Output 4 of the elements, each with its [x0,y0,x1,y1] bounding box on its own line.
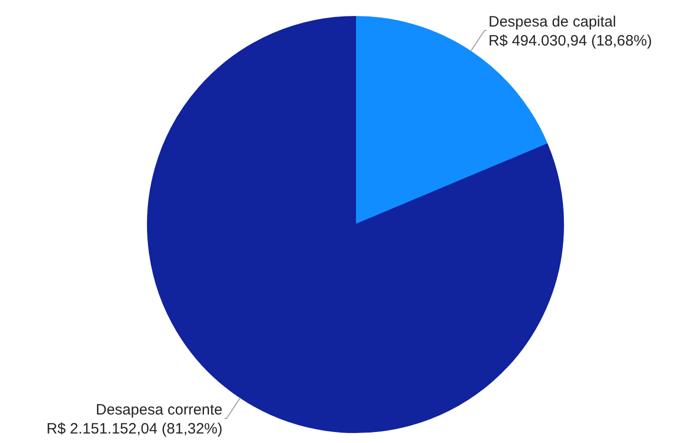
slice-label: Desapesa corrente [96,402,223,419]
data-label: R$ 494.030,94 (18,68%) [488,32,652,50]
data-label: R$ 2.151.152,04 (81,32%) [46,420,223,438]
slice-label: Despesa de capital [488,13,616,30]
